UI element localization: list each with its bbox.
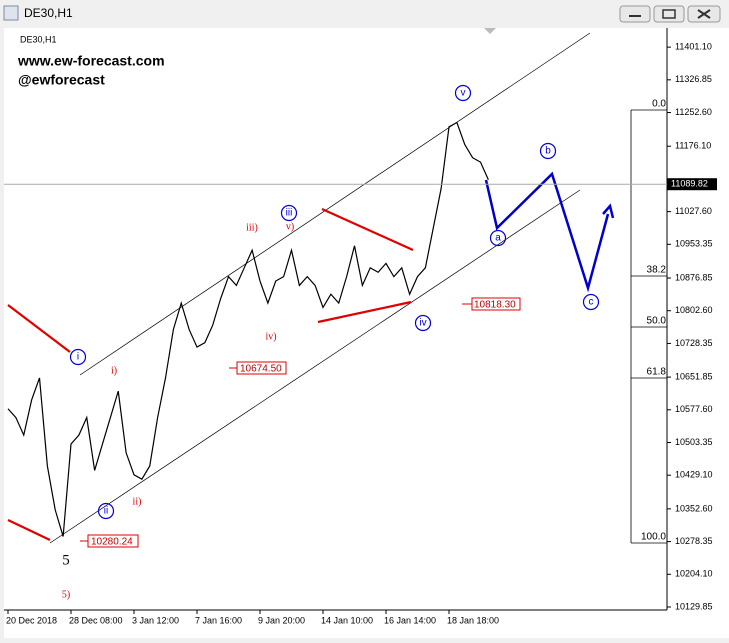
y-tick-label: 11326.85 bbox=[675, 74, 712, 84]
y-tick-label: 11401.10 bbox=[675, 42, 712, 52]
trend-line bbox=[7, 519, 51, 541]
channel-line bbox=[49, 189, 581, 544]
title-bar bbox=[0, 0, 729, 28]
watermark: @ewforecast bbox=[18, 72, 105, 88]
maximize-button[interactable] bbox=[653, 5, 685, 23]
x-tick-label: 18 Jan 18:00 bbox=[447, 615, 499, 625]
y-tick-label: 11027.60 bbox=[675, 206, 712, 216]
price-label: 10280.24 bbox=[91, 537, 133, 548]
current-price-tag bbox=[667, 178, 717, 191]
trend-line bbox=[317, 300, 412, 324]
trend-line bbox=[7, 304, 71, 353]
window-title: DE30,H1 bbox=[24, 6, 73, 20]
price-label: 10818.30 bbox=[474, 300, 516, 311]
wave-label: i bbox=[77, 352, 79, 363]
y-tick-label: 10802.60 bbox=[675, 305, 713, 315]
y-tick-label: 10503.35 bbox=[675, 437, 713, 447]
wave-label: v) bbox=[286, 221, 294, 232]
symbol-label: DE30,H1 bbox=[20, 34, 57, 44]
wave-label: iii bbox=[286, 208, 293, 219]
wave-label: ii bbox=[104, 506, 108, 517]
price-line bbox=[7, 121, 489, 537]
y-tick-label: 10204.10 bbox=[675, 569, 713, 579]
y-tick-label: 10577.60 bbox=[675, 404, 713, 414]
fib-level: 100.0 bbox=[641, 532, 666, 543]
current-price-label: 11089.82 bbox=[671, 179, 708, 189]
wave-label: 5 bbox=[62, 552, 70, 568]
y-tick-label: 10429.10 bbox=[675, 470, 713, 480]
wave-label: a bbox=[495, 233, 501, 244]
x-tick-label: 3 Jan 12:00 bbox=[132, 615, 179, 625]
y-tick-label: 10953.35 bbox=[675, 239, 713, 249]
wave-label: iv bbox=[419, 318, 426, 329]
y-tick-label: 10876.85 bbox=[675, 272, 713, 282]
wave-label: iii) bbox=[246, 222, 258, 233]
y-tick-label: 10278.35 bbox=[675, 536, 713, 546]
x-tick-label: 16 Jan 14:00 bbox=[384, 615, 436, 625]
projection bbox=[484, 171, 610, 293]
wave-label: iv) bbox=[265, 331, 276, 342]
wave-label: 5) bbox=[62, 589, 70, 600]
wave-label: i) bbox=[111, 365, 117, 376]
price-label: 10674.50 bbox=[240, 364, 282, 375]
channel-line bbox=[79, 32, 591, 376]
y-tick-label: 10728.35 bbox=[675, 338, 713, 348]
fib-level: 0.0 bbox=[652, 99, 666, 110]
y-tick-label: 10651.85 bbox=[675, 371, 713, 381]
fib-level: 50.0 bbox=[647, 316, 667, 327]
watermark: www.ew-forecast.com bbox=[17, 53, 165, 69]
x-tick-label: 14 Jan 10:00 bbox=[321, 615, 373, 625]
wave-label: ii) bbox=[133, 496, 142, 507]
y-tick-label: 11252.60 bbox=[675, 107, 712, 117]
x-tick-label: 7 Jan 16:00 bbox=[195, 615, 242, 625]
y-tick-label: 10129.85 bbox=[675, 601, 713, 611]
fib-level: 38.2 bbox=[647, 265, 667, 276]
wave-label: b bbox=[545, 146, 551, 157]
wave-label: c bbox=[589, 297, 594, 308]
x-tick-label: 9 Jan 20:00 bbox=[258, 615, 305, 625]
y-tick-label: 11176.10 bbox=[675, 141, 711, 151]
wave-label: v bbox=[461, 88, 466, 99]
fib-level: 61.8 bbox=[647, 367, 667, 378]
app-icon bbox=[3, 5, 19, 21]
x-tick-label: 20 Dec 2018 bbox=[6, 615, 57, 625]
minimize-button[interactable] bbox=[619, 5, 651, 23]
trend-line bbox=[321, 207, 414, 252]
x-tick-label: 28 Dec 08:00 bbox=[69, 615, 123, 625]
y-tick-label: 10352.60 bbox=[675, 503, 713, 513]
